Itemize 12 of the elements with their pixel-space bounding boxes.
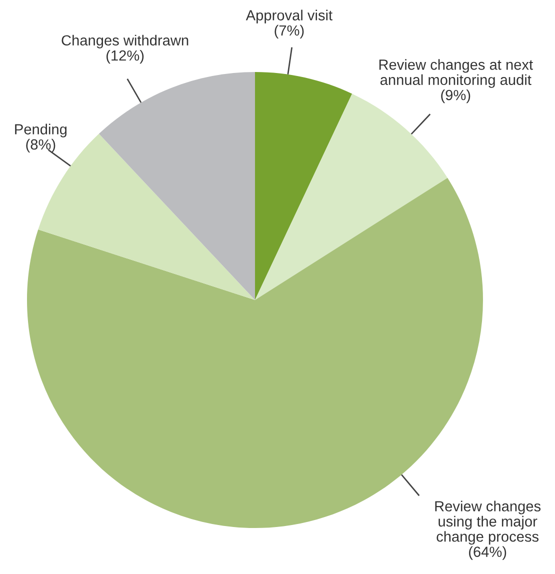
pie-slice [98, 72, 255, 300]
data-label: (9%) [441, 90, 470, 104]
slice-label: Review changes using the major change process [435, 500, 541, 545]
slice-label: Review changes at next annual monitoring audit [379, 59, 533, 88]
slice-label: Approval visit [246, 10, 332, 24]
slice-label: Changes withdrawn [62, 34, 188, 48]
data-label: (8%) [26, 138, 56, 152]
data-label: (12%) [106, 50, 144, 64]
data-label: (64%) [469, 546, 506, 560]
data-label: (7%) [274, 24, 304, 38]
pie-slice [255, 72, 352, 300]
slice-label: Pending [15, 124, 66, 138]
